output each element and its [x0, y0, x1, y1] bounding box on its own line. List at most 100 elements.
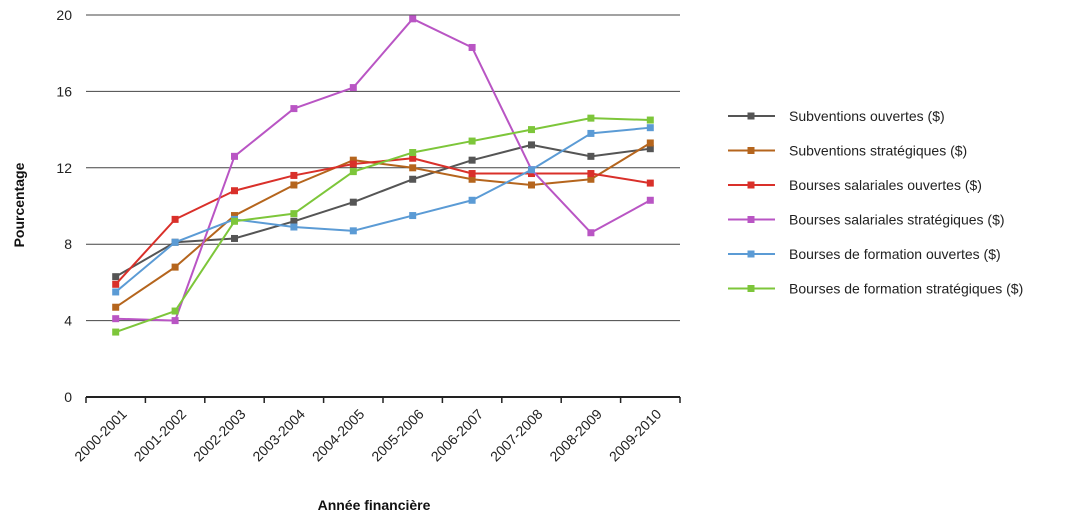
x-tick-label: 2001-2002 — [131, 406, 190, 465]
data-point — [290, 217, 298, 225]
data-point — [587, 229, 595, 237]
y-tick-label: 0 — [64, 389, 72, 405]
x-axis-label: Année financière — [318, 497, 431, 513]
data-point — [290, 105, 298, 113]
data-point — [409, 175, 417, 183]
data-point — [349, 168, 357, 176]
data-point — [231, 234, 238, 242]
series-lines — [112, 15, 654, 336]
x-tick-label: 2008-2009 — [546, 406, 605, 465]
data-point — [290, 171, 298, 179]
data-point — [112, 273, 120, 281]
data-point — [231, 152, 238, 160]
y-axis-ticks: 0 4 8 12 16 20 — [56, 7, 72, 405]
data-point — [290, 223, 298, 231]
data-point — [290, 181, 298, 189]
legend-label: Bourses de formation stratégiques ($) — [789, 281, 1023, 297]
series-line — [115, 126, 651, 293]
y-tick-label: 20 — [56, 7, 72, 23]
data-point — [112, 303, 120, 311]
data-point — [468, 196, 476, 204]
data-point — [646, 196, 654, 204]
series-line — [115, 17, 651, 322]
data-point — [646, 139, 654, 147]
data-point — [409, 15, 417, 23]
x-tick-label: 2000-2001 — [71, 406, 130, 465]
legend-item: Subventions ouvertes ($) — [728, 108, 945, 124]
data-point — [587, 152, 595, 160]
legend-label: Bourses salariales ouvertes ($) — [789, 177, 982, 193]
legend-swatch-marker — [747, 250, 755, 258]
data-point — [468, 175, 476, 183]
data-point — [528, 170, 535, 178]
data-point — [468, 137, 476, 145]
data-point — [171, 263, 179, 271]
x-tick-label: 2004-2005 — [309, 406, 368, 465]
x-axis — [85, 396, 681, 403]
data-point — [349, 227, 357, 235]
data-point — [528, 126, 535, 134]
data-point — [112, 280, 120, 288]
data-point — [349, 198, 357, 206]
data-point — [646, 179, 654, 187]
data-point — [231, 217, 238, 225]
data-point — [528, 141, 535, 149]
series-4 — [112, 15, 654, 325]
legend-label: Bourses salariales stratégiques ($) — [789, 212, 1005, 228]
legend-swatch-marker — [747, 216, 755, 223]
legend-item: Bourses de formation stratégiques ($) — [728, 281, 1023, 297]
legend-label: Subventions ouvertes ($) — [789, 108, 945, 124]
data-point — [409, 164, 417, 172]
x-tick-label: 2009-2010 — [606, 406, 665, 465]
data-point — [468, 43, 476, 51]
x-tick-label: 2007-2008 — [487, 406, 546, 465]
data-point — [349, 84, 357, 92]
data-point — [587, 129, 595, 137]
data-point — [409, 154, 417, 162]
data-point — [409, 212, 417, 220]
data-point — [646, 145, 654, 153]
data-point — [646, 116, 654, 124]
legend-swatch-marker — [747, 181, 755, 189]
x-tick-label: 2005-2006 — [368, 406, 427, 465]
data-point — [528, 181, 535, 189]
legend-item: Bourses de formation ouvertes ($) — [728, 246, 1001, 262]
data-point — [587, 114, 595, 122]
x-axis-ticks: 2000-2001 2001-2002 2002-2003 2003-2004 2004… — [71, 406, 664, 465]
legend-swatch-marker — [747, 112, 755, 120]
data-point — [112, 288, 120, 296]
data-point — [290, 210, 298, 218]
data-point — [231, 212, 238, 220]
x-tick-label: 2003-2004 — [249, 406, 308, 465]
data-point — [171, 307, 179, 315]
data-point — [112, 315, 120, 323]
legend-item: Bourses salariales ouvertes ($) — [728, 177, 982, 193]
series-6 — [112, 114, 654, 336]
data-point — [349, 156, 357, 164]
data-point — [171, 215, 179, 223]
legend-item: Bourses salariales stratégiques ($) — [728, 212, 1005, 228]
grid-lines — [86, 14, 680, 322]
data-point — [171, 317, 179, 325]
data-point — [587, 175, 595, 183]
legend-label: Bourses de formation ouvertes ($) — [789, 246, 1001, 262]
y-tick-label: 16 — [56, 83, 72, 99]
data-point — [409, 149, 417, 157]
x-tick-label: 2006-2007 — [428, 406, 487, 465]
y-tick-label: 12 — [56, 160, 72, 176]
data-point — [231, 187, 238, 195]
x-tick-label: 2002-2003 — [190, 406, 249, 465]
y-axis-label: Pourcentage — [11, 162, 27, 247]
legend-swatch-marker — [747, 285, 755, 292]
legend-swatch-marker — [747, 147, 755, 154]
data-point — [528, 166, 535, 174]
data-point — [587, 170, 595, 178]
data-point — [349, 160, 357, 168]
data-point — [171, 238, 179, 246]
data-point — [646, 124, 654, 132]
y-tick-label: 8 — [64, 236, 72, 252]
data-point — [112, 328, 120, 336]
legend-label: Subventions stratégiques ($) — [789, 143, 967, 159]
data-point — [468, 170, 476, 178]
